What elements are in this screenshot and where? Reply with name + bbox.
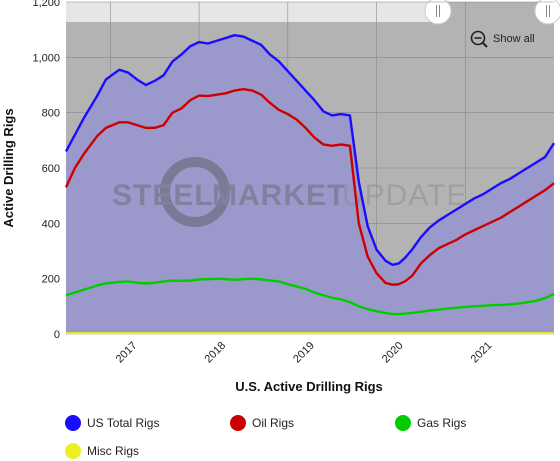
watermark-ring bbox=[160, 157, 230, 227]
navigator-bar[interactable] bbox=[66, 2, 436, 22]
legend-item-oil-rigs[interactable]: Oil Rigs bbox=[230, 415, 294, 431]
series-line-oil-rigs bbox=[64, 87, 555, 286]
watermark-logo: STEEL MARKET UPDATE bbox=[112, 157, 466, 227]
watermark-word-market: MARKET bbox=[212, 179, 346, 212]
legend-item-gas-rigs[interactable]: Gas Rigs bbox=[395, 415, 466, 431]
legend: US Total Rigs Oil Rigs Gas Rigs Misc Rigs bbox=[65, 415, 466, 459]
y-tick-label: 0 bbox=[54, 329, 60, 341]
navigator-handle-left[interactable] bbox=[424, 0, 452, 25]
y-tick-label: 200 bbox=[42, 274, 60, 286]
zoom-out-icon bbox=[470, 30, 488, 48]
x-tick-label: 2021 bbox=[469, 340, 495, 366]
watermark-word-steel: STEEL bbox=[112, 179, 214, 212]
y-tick-label: 1,200 bbox=[32, 0, 60, 9]
y-tick-label: 800 bbox=[42, 108, 60, 120]
series-line-gas-rigs bbox=[65, 277, 555, 316]
series-line-us-total-rigs bbox=[64, 34, 556, 267]
navigator-handle-right[interactable] bbox=[534, 0, 560, 25]
y-tick-label: 400 bbox=[42, 218, 60, 230]
x-tick-label: 2018 bbox=[202, 340, 228, 366]
legend-label: Oil Rigs bbox=[252, 416, 294, 430]
x-tick-label: 2017 bbox=[114, 340, 140, 366]
x-tick-label: 2019 bbox=[291, 340, 317, 366]
legend-marker bbox=[230, 415, 246, 431]
legend-marker bbox=[395, 415, 411, 431]
legend-label: Misc Rigs bbox=[87, 444, 139, 458]
legend-label: US Total Rigs bbox=[87, 416, 159, 430]
show-all-label: Show all bbox=[493, 33, 535, 45]
x-axis-title: U.S. Active Drilling Rigs bbox=[235, 379, 383, 394]
show-all-button[interactable]: Show all bbox=[470, 30, 535, 48]
legend-item-us-total-rigs[interactable]: US Total Rigs bbox=[65, 415, 159, 431]
legend-marker bbox=[65, 415, 81, 431]
y-axis-title: Active Drilling Rigs bbox=[1, 108, 16, 227]
y-tick-label: 600 bbox=[42, 163, 60, 175]
x-tick-label: 2020 bbox=[380, 340, 406, 366]
legend-item-misc-rigs[interactable]: Misc Rigs bbox=[65, 443, 139, 459]
legend-label: Gas Rigs bbox=[417, 416, 466, 430]
series-area-us-total-rigs bbox=[66, 35, 554, 334]
legend-marker bbox=[65, 443, 81, 459]
y-tick-label: 1,000 bbox=[32, 52, 60, 64]
